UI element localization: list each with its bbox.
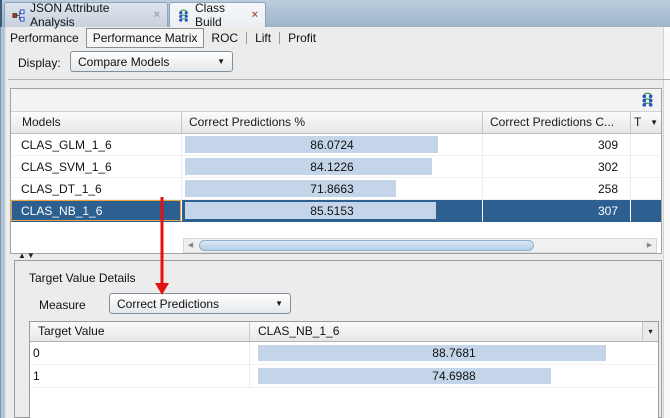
subtab-profit[interactable]: Profit bbox=[288, 31, 317, 45]
empty-cell bbox=[631, 200, 661, 222]
pct-cell: 74.6988 bbox=[250, 365, 658, 388]
count-cell: 307 bbox=[483, 200, 631, 222]
table-row[interactable]: 1 74.6988 bbox=[30, 365, 658, 388]
attribute-analysis-icon bbox=[12, 8, 25, 22]
tab-label: Class Build bbox=[195, 1, 226, 29]
column-header-models[interactable]: Models bbox=[11, 112, 182, 133]
pct-bar bbox=[185, 136, 439, 153]
pct-value: 85.5153 bbox=[310, 204, 354, 218]
chevron-down-icon: ▼ bbox=[275, 299, 283, 308]
subtab-performance-matrix[interactable]: Performance Matrix bbox=[85, 28, 205, 48]
table-row[interactable]: CLAS_SVM_1_6 84.1226 302 bbox=[11, 156, 661, 178]
count-cell: 258 bbox=[483, 178, 631, 200]
subtab-lift[interactable]: Lift bbox=[255, 31, 272, 45]
table-toolbar bbox=[11, 89, 661, 112]
model-name-cell: CLAS_SVM_1_6 bbox=[11, 156, 182, 178]
models-table-panel: Models Correct Predictions % Correct Pre… bbox=[10, 88, 662, 254]
close-icon[interactable]: × bbox=[251, 8, 258, 21]
document-tabbar: JSON Attribute Analysis × Class Build × bbox=[0, 0, 670, 29]
pct-value: 71.8663 bbox=[310, 182, 354, 196]
pct-bar bbox=[185, 158, 433, 175]
scroll-left-icon[interactable]: ◀ bbox=[184, 239, 197, 252]
pct-bar bbox=[258, 345, 606, 361]
horizontal-scrollbar[interactable]: ◀ ▶ bbox=[183, 238, 657, 253]
pct-value: 86.0724 bbox=[310, 138, 354, 152]
chevron-down-icon: ▼ bbox=[217, 57, 225, 66]
column-header-correct-predictions-count[interactable]: Correct Predictions C... bbox=[483, 112, 631, 133]
tab-label: JSON Attribute Analysis bbox=[30, 1, 110, 29]
left-panel-edge bbox=[0, 27, 6, 418]
display-select-value: Compare Models bbox=[78, 54, 170, 69]
target-value-details-panel: Target Value Details Measure Correct Pre… bbox=[14, 260, 662, 418]
column-header-correct-predictions-pct[interactable]: Correct Predictions % bbox=[182, 112, 483, 133]
pct-cell: 85.5153 bbox=[182, 200, 483, 222]
empty-cell bbox=[631, 134, 661, 156]
pct-value: 84.1226 bbox=[310, 160, 354, 174]
target-table-header: Target Value CLAS_NB_1_6 ▾ bbox=[30, 322, 658, 342]
measure-select[interactable]: Correct Predictions ▼ bbox=[109, 293, 291, 314]
columns-icon[interactable] bbox=[640, 92, 655, 107]
splitter-collapse-icons[interactable]: ▲▼ bbox=[18, 251, 36, 260]
pct-cell: 71.8663 bbox=[182, 178, 483, 200]
models-table-header: Models Correct Predictions % Correct Pre… bbox=[11, 112, 661, 134]
target-value-cell: 1 bbox=[30, 365, 250, 388]
subtab-roc[interactable]: ROC bbox=[211, 31, 239, 45]
model-name-cell: CLAS_DT_1_6 bbox=[11, 178, 182, 200]
scrollbar-thumb[interactable] bbox=[199, 240, 534, 251]
model-name-cell: CLAS_GLM_1_6 bbox=[11, 134, 182, 156]
pct-cell: 84.1226 bbox=[182, 156, 483, 178]
model-name-cell: CLAS_NB_1_6 bbox=[11, 200, 182, 222]
measure-label: Measure bbox=[39, 298, 86, 312]
pct-cell: 86.0724 bbox=[182, 134, 483, 156]
tab-class-build[interactable]: Class Build × bbox=[169, 1, 266, 29]
pct-bar bbox=[258, 368, 551, 384]
right-panel-edge bbox=[663, 27, 670, 418]
class-build-icon bbox=[177, 8, 190, 22]
close-icon[interactable]: × bbox=[153, 8, 160, 21]
target-value-table: Target Value CLAS_NB_1_6 ▾ 0 88.7681 1 7… bbox=[29, 321, 659, 418]
scroll-right-icon[interactable]: ▶ bbox=[643, 239, 656, 252]
count-cell: 302 bbox=[483, 156, 631, 178]
empty-cell bbox=[631, 178, 661, 200]
column-menu-icon[interactable]: ▾ bbox=[643, 322, 658, 341]
pct-value: 88.7681 bbox=[432, 346, 476, 360]
table-row-selected[interactable]: CLAS_NB_1_6 85.5153 307 bbox=[11, 200, 661, 222]
table-row[interactable]: CLAS_GLM_1_6 86.0724 309 bbox=[11, 134, 661, 156]
column-header-truncated[interactable]: T ▼ bbox=[631, 112, 661, 133]
display-select[interactable]: Compare Models ▼ bbox=[70, 51, 233, 72]
subtab-separator bbox=[246, 32, 248, 44]
section-title: Target Value Details bbox=[29, 271, 136, 285]
subtab-performance[interactable]: Performance bbox=[10, 31, 79, 45]
target-value-cell: 0 bbox=[30, 342, 250, 365]
measure-select-value: Correct Predictions bbox=[117, 296, 220, 311]
display-label: Display: bbox=[18, 56, 61, 70]
subtab-separator bbox=[279, 32, 281, 44]
pct-bar bbox=[185, 180, 397, 197]
column-header-target-value[interactable]: Target Value bbox=[30, 322, 250, 341]
tab-json-attribute-analysis[interactable]: JSON Attribute Analysis × bbox=[4, 1, 168, 29]
column-header-model[interactable]: CLAS_NB_1_6 bbox=[250, 322, 643, 341]
performance-subtabs: Performance Performance Matrix ROC Lift … bbox=[6, 28, 320, 48]
table-row[interactable]: CLAS_DT_1_6 71.8663 258 bbox=[11, 178, 661, 200]
pct-value: 74.6988 bbox=[432, 369, 476, 383]
pct-bar bbox=[185, 202, 437, 219]
scrollbar-track[interactable] bbox=[197, 239, 643, 252]
pct-cell: 88.7681 bbox=[250, 342, 658, 365]
column-menu-icon[interactable]: ▼ bbox=[650, 118, 658, 127]
empty-cell bbox=[631, 156, 661, 178]
divider bbox=[8, 79, 670, 80]
table-row[interactable]: 0 88.7681 bbox=[30, 342, 658, 365]
count-cell: 309 bbox=[483, 134, 631, 156]
